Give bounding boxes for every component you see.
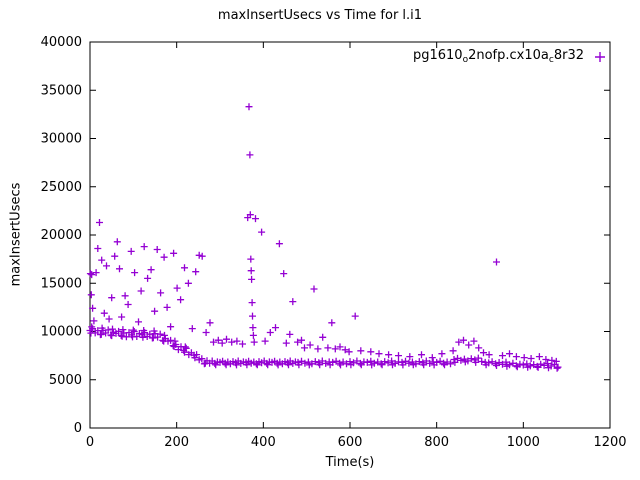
x-tick-label: 0: [86, 435, 94, 450]
y-tick-label: 35000: [41, 83, 82, 98]
y-tick-label: 0: [74, 421, 82, 436]
y-tick-label: 40000: [41, 35, 82, 50]
x-tick-label: 600: [338, 435, 363, 450]
plot-border: [89, 41, 611, 429]
chart-title: maxInsertUsecs vs Time for l.i1: [217, 8, 423, 23]
legend-point-marker-icon: [595, 51, 605, 62]
y-tick-label: 25000: [41, 180, 82, 195]
x-tick-label: 200: [164, 435, 189, 450]
x-tick-label: 400: [251, 435, 276, 450]
scatter-points: [86, 103, 562, 372]
x-axis-label: Time(s): [325, 455, 375, 470]
legend-label: pg1610o2nofp.cx10ac8r32: [412, 48, 584, 65]
y-axis-label: maxInsertUsecs: [8, 182, 24, 287]
y-tick-label: 15000: [41, 276, 82, 291]
x-tick-label: 800: [424, 435, 449, 450]
x-tick-label: 1000: [507, 435, 540, 450]
legend: pg1610o2nofp.cx10ac8r32: [413, 48, 606, 65]
y-tick-label: 30000: [41, 132, 82, 147]
y-tick-label: 10000: [41, 325, 82, 340]
x-tick-label: 1200: [593, 435, 626, 450]
y-tick-label: 5000: [49, 373, 82, 388]
y-tick-label: 20000: [41, 228, 82, 243]
